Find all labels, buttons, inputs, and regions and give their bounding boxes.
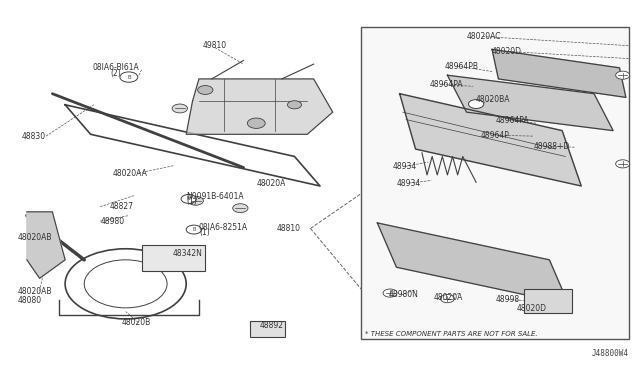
Polygon shape [186,79,333,134]
Text: 48934: 48934 [396,179,420,187]
Text: B: B [192,227,195,232]
Text: 48827: 48827 [109,202,134,211]
Text: 48980: 48980 [100,217,124,225]
Polygon shape [447,75,613,131]
Text: * THESE COMPONENT PARTS ARE NOT FOR SALE.: * THESE COMPONENT PARTS ARE NOT FOR SALE… [365,331,537,337]
Bar [250,321,285,337]
Text: 48020A: 48020A [433,293,463,302]
Text: 48810: 48810 [276,224,301,233]
Circle shape [233,204,248,212]
Text: N: N [187,196,191,201]
Circle shape [188,196,204,205]
Bar [524,289,572,313]
Circle shape [198,86,213,94]
Text: 48998: 48998 [495,295,520,304]
Polygon shape [399,94,581,186]
Text: 48020BA: 48020BA [476,95,511,104]
Circle shape [287,101,301,109]
Text: 08IA6-8251A: 08IA6-8251A [199,223,248,232]
Polygon shape [492,49,626,97]
Text: 48964PA: 48964PA [429,80,463,89]
Text: 48020AB: 48020AB [17,287,52,296]
Text: 48020A: 48020A [256,179,285,187]
Text: 48964P: 48964P [481,131,509,140]
Circle shape [181,195,196,203]
Text: (2): (2) [111,69,122,78]
Text: 48964PA: 48964PA [495,116,529,125]
Polygon shape [27,212,65,278]
Text: J48800W4: J48800W4 [592,350,629,359]
Text: 48988+D: 48988+D [534,142,570,151]
Circle shape [120,72,138,82]
Bar [362,27,629,339]
Text: (1): (1) [199,228,210,237]
Text: 48020D: 48020D [516,304,547,313]
Text: (1): (1) [186,197,197,206]
Text: 48964PB: 48964PB [444,61,478,71]
Polygon shape [378,223,568,304]
Text: 48934: 48934 [393,162,417,171]
Circle shape [247,118,265,128]
Text: N0091B-6401A: N0091B-6401A [186,192,244,201]
Circle shape [440,295,454,303]
Text: 48020B: 48020B [121,318,150,327]
Text: 48342N: 48342N [172,249,202,258]
Circle shape [616,160,630,168]
Text: 48020AC: 48020AC [467,32,501,41]
Bar [141,245,205,271]
Circle shape [468,100,484,109]
Text: 49810: 49810 [203,41,227,50]
Text: 48080: 48080 [17,296,42,305]
Text: 48020AB: 48020AB [17,233,52,242]
Circle shape [383,289,397,297]
Text: 48020AA: 48020AA [113,169,148,177]
Text: 48980N: 48980N [389,291,419,299]
Text: 48020D: 48020D [492,47,522,56]
Text: 08IA6-BI61A: 08IA6-BI61A [93,63,140,72]
Text: 48892: 48892 [259,321,284,330]
Circle shape [616,71,630,79]
Text: 48830: 48830 [22,132,46,141]
Text: B: B [127,74,131,80]
Circle shape [186,225,202,234]
Circle shape [172,104,188,113]
